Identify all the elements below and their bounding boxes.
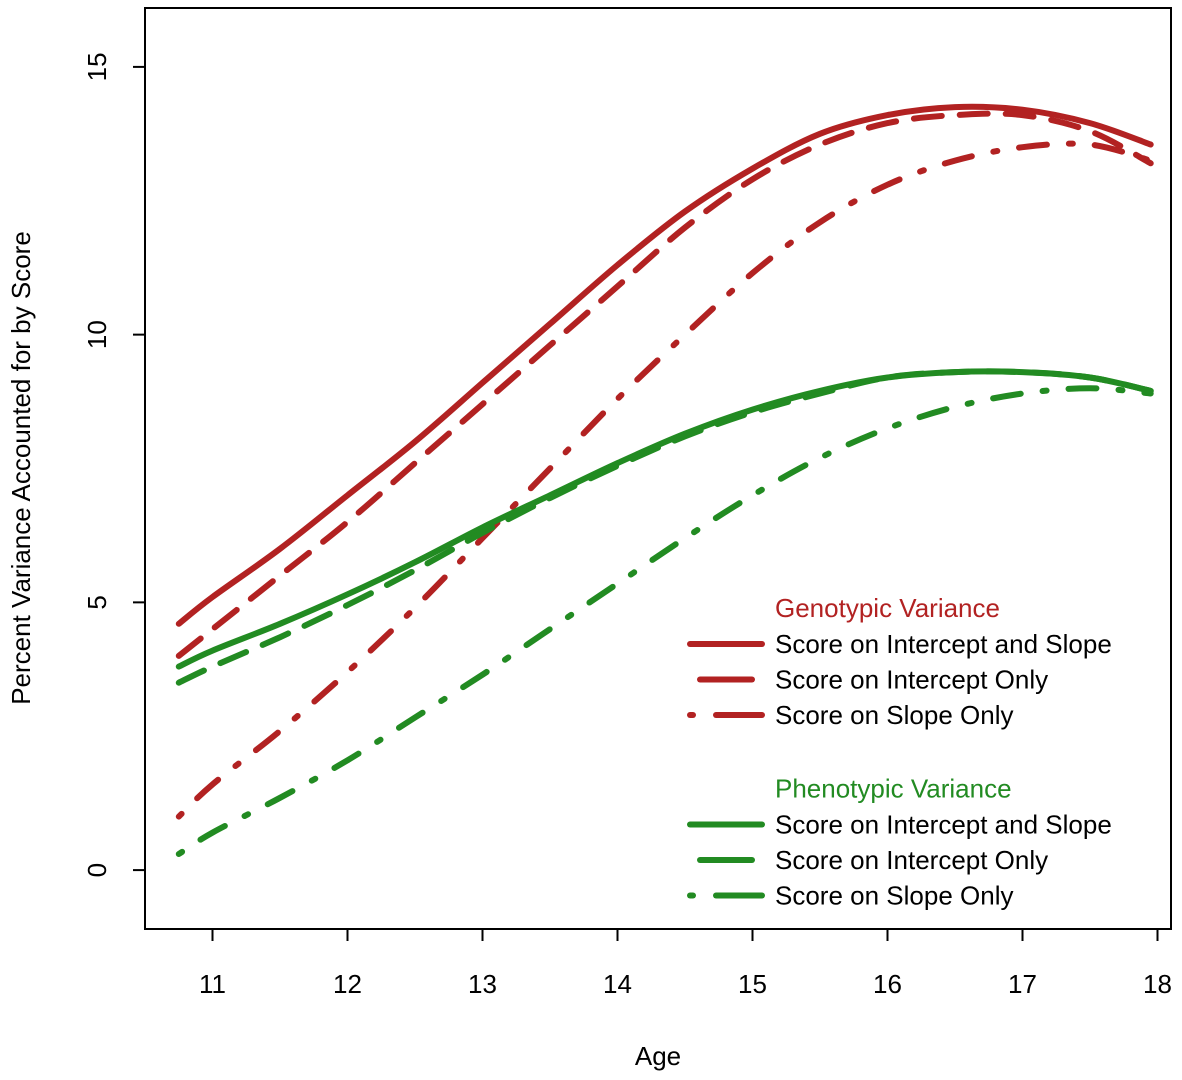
- y-tick-label: 15: [82, 52, 112, 81]
- x-tick-label: 17: [1008, 969, 1037, 999]
- series-line-phenotypic-variance-score-on-intercept-and-slope: [175, 368, 1154, 670]
- legend-entry-label: Score on Intercept and Slope: [775, 629, 1112, 659]
- series-line-genotypic-variance-score-on-intercept-and-slope: [175, 103, 1154, 627]
- legend: Genotypic Variance Score on Intercept and…: [687, 593, 1112, 911]
- legend-entry-label: Score on Intercept and Slope: [775, 810, 1112, 840]
- x-tick-label: 15: [738, 969, 767, 999]
- series-line-genotypic-variance-score-on-intercept-only: [175, 110, 1154, 659]
- x-tick-label: 11: [199, 969, 226, 999]
- x-axis-label: Age: [635, 1041, 681, 1071]
- x-axis: 11 12 13 14 15 16 17 18: [199, 929, 1172, 999]
- x-tick-label: 13: [468, 969, 497, 999]
- x-tick-label: 18: [1143, 969, 1172, 999]
- plot-frame: [144, 7, 1172, 930]
- y-tick-label: 10: [82, 320, 112, 349]
- y-tick-label: 0: [82, 863, 112, 877]
- y-axis: 0 5 10 15: [82, 52, 145, 877]
- y-tick-label: 5: [82, 595, 112, 609]
- legend-entry-label: Score on Slope Only: [775, 700, 1013, 730]
- y-axis-label: Percent Variance Accounted for by Score: [6, 231, 36, 705]
- legend-entry-label: Score on Slope Only: [775, 881, 1013, 911]
- series-line-genotypic-variance-score-on-slope-only: [175, 140, 1154, 820]
- legend-entry-label: Score on Intercept Only: [775, 845, 1048, 875]
- x-tick-label: 14: [603, 969, 632, 999]
- series-line-phenotypic-variance-score-on-intercept-only: [175, 368, 1154, 686]
- x-tick-label: 12: [333, 969, 362, 999]
- legend-entry-label: Score on Intercept Only: [775, 665, 1048, 695]
- series-layer: [175, 103, 1154, 857]
- legend-title-genotypic-variance: Genotypic Variance: [775, 593, 1000, 623]
- legend-title-phenotypic-variance: Phenotypic Variance: [775, 774, 1012, 804]
- x-tick-label: 16: [873, 969, 902, 999]
